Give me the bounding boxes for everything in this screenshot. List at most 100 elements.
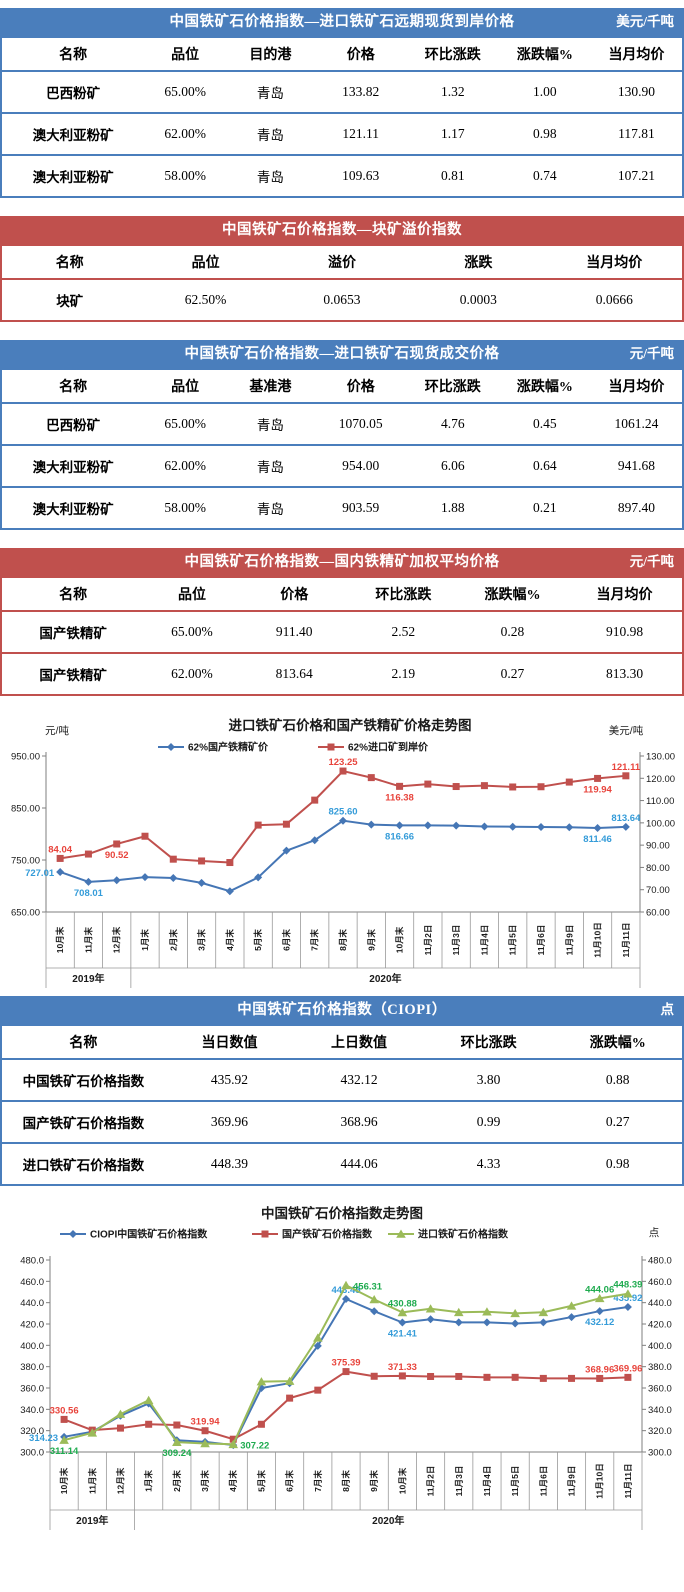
category-label: 11月9日 xyxy=(564,925,574,956)
category-label: 9月末 xyxy=(369,1470,379,1492)
cell-value: 813.64 xyxy=(275,666,313,681)
square-marker xyxy=(56,854,64,862)
right-axis-unit: 点 xyxy=(649,1227,660,1239)
category-label: 4月末 xyxy=(228,1470,238,1492)
column-header: 涨跌幅% xyxy=(516,380,573,395)
data-point-label: 708.01 xyxy=(74,888,104,899)
triangle-marker xyxy=(482,1307,492,1316)
right-tick-label: 110.00 xyxy=(646,796,674,807)
table-row: 澳大利亚粉矿 62.00% 青岛 954.00 6.06 0.64 941.68 xyxy=(1,445,683,487)
triangle-marker xyxy=(59,1435,69,1444)
diamond-marker xyxy=(84,877,93,886)
diamond-marker xyxy=(141,873,149,882)
right-tick-label: 340.0 xyxy=(648,1405,672,1416)
triangle-marker xyxy=(566,1301,577,1310)
header-row: 名称 品位 目的港 价格 环比涨跌 涨跌幅% 当月均价 xyxy=(1,37,683,71)
cell-value: 0.45 xyxy=(533,416,557,431)
column-header: 品位 xyxy=(171,380,200,395)
diamond-marker xyxy=(367,820,376,829)
column-header: 名称 xyxy=(55,256,84,271)
data-point-label: 813.64 xyxy=(611,813,641,824)
diamond-marker xyxy=(480,822,489,831)
triangle-marker xyxy=(200,1438,210,1448)
triangle-marker xyxy=(594,1293,605,1303)
cell-value: 0.88 xyxy=(605,1072,630,1087)
square-marker xyxy=(311,796,319,804)
cell-value: 青岛 xyxy=(256,86,284,101)
square-marker xyxy=(314,1386,322,1394)
diamond-marker xyxy=(370,1307,379,1316)
table-title: 中国铁矿石价格指数—进口铁矿石现货成交价格 xyxy=(184,346,500,362)
category-label: 7月末 xyxy=(313,1470,323,1492)
data-point-label: 375.39 xyxy=(331,1358,360,1369)
left-tick-label: 300.0 xyxy=(20,1448,44,1459)
cell-value: 2.52 xyxy=(391,624,416,639)
column-header: 涨跌幅% xyxy=(484,588,541,603)
cell-value: 369.96 xyxy=(210,1114,249,1129)
cell-value: 910.98 xyxy=(605,624,644,639)
cell-value: 65.00% xyxy=(171,624,213,639)
cell-value: 0.74 xyxy=(533,168,557,183)
table-row: 中国铁矿石价格指数 435.92 432.12 3.80 0.88 xyxy=(1,1059,683,1101)
row-name: 澳大利亚粉矿 xyxy=(32,460,114,475)
data-point-label: 825.60 xyxy=(328,807,357,818)
column-header: 价格 xyxy=(280,588,309,603)
square-marker xyxy=(226,859,234,867)
triangle-marker xyxy=(313,1333,323,1342)
table-title: 中国铁矿石价格指数—块矿溢价指数 xyxy=(222,222,462,238)
category-label: 11月10日 xyxy=(595,1463,605,1498)
cell-value: 62.50% xyxy=(184,292,227,307)
cell-value: 109.63 xyxy=(342,168,380,183)
cell-value: 0.27 xyxy=(500,666,525,681)
cell-value: 青岛 xyxy=(256,128,284,143)
cell-value: 444.06 xyxy=(340,1156,378,1171)
square-marker xyxy=(141,832,149,840)
chart-import-vs-domestic-trend: 进口铁矿石价格和国产铁精矿价格走势图 元/吨 美元/吨 62%国产铁精矿价 62%进口矿… xyxy=(11,717,675,988)
year-group-label: 2020年 xyxy=(369,972,401,985)
diamond-marker xyxy=(56,867,65,876)
triangle-marker xyxy=(623,1289,633,1298)
category-label: 11月10日 xyxy=(593,922,603,957)
diamond-marker xyxy=(282,846,291,855)
row-name: 块矿 xyxy=(56,294,84,309)
cell-value: 3.80 xyxy=(476,1072,501,1087)
category-label: 11月2日 xyxy=(426,1466,436,1497)
category-label: 10月末 xyxy=(395,926,405,953)
right-tick-label: 70.00 xyxy=(646,885,670,896)
cell-value: 0.98 xyxy=(533,126,557,141)
row-name: 国产铁精矿 xyxy=(39,668,107,683)
diamond-marker xyxy=(595,1307,604,1316)
data-point-label: 432.12 xyxy=(585,1317,614,1328)
category-label: 11月5日 xyxy=(510,1466,520,1497)
diamond-marker xyxy=(423,821,432,830)
table-title: 中国铁矿石价格指数—国内铁精矿加权平均价格 xyxy=(184,554,500,570)
diamond-marker xyxy=(225,887,234,896)
column-header: 涨跌幅% xyxy=(589,1036,646,1051)
triangle-marker xyxy=(115,1409,126,1418)
square-marker xyxy=(116,1424,124,1432)
left-tick-label: 420.0 xyxy=(20,1320,44,1331)
data-point-label: 116.38 xyxy=(385,792,414,803)
cell-value: 62.00% xyxy=(164,126,206,141)
right-tick-label: 90.00 xyxy=(646,841,670,852)
year-group-label: 2019年 xyxy=(72,972,104,985)
cell-value: 4.33 xyxy=(476,1156,501,1171)
column-header: 基准港 xyxy=(249,380,292,395)
table-unit-label: 元/千吨 xyxy=(629,346,674,361)
diamond-marker xyxy=(623,1303,632,1312)
row-name: 澳大利亚粉矿 xyxy=(32,128,114,143)
square-marker xyxy=(539,1374,547,1382)
data-point-label: 319.94 xyxy=(191,1417,221,1428)
diamond-marker xyxy=(482,1318,491,1327)
diamond-marker xyxy=(342,1294,350,1303)
row-name: 国产铁矿石价格指数 xyxy=(22,1116,145,1131)
diamond-marker xyxy=(254,873,263,882)
data-point-label: 123.25 xyxy=(328,757,358,768)
diamond-marker xyxy=(395,821,404,830)
cell-value: 1070.05 xyxy=(338,416,383,431)
right-tick-label: 60.00 xyxy=(646,908,670,919)
cell-value: 0.0003 xyxy=(459,292,497,307)
header-row: 名称 品位 基准港 价格 环比涨跌 涨跌幅% 当月均价 xyxy=(1,369,683,403)
data-point-label: 421.41 xyxy=(388,1328,418,1339)
